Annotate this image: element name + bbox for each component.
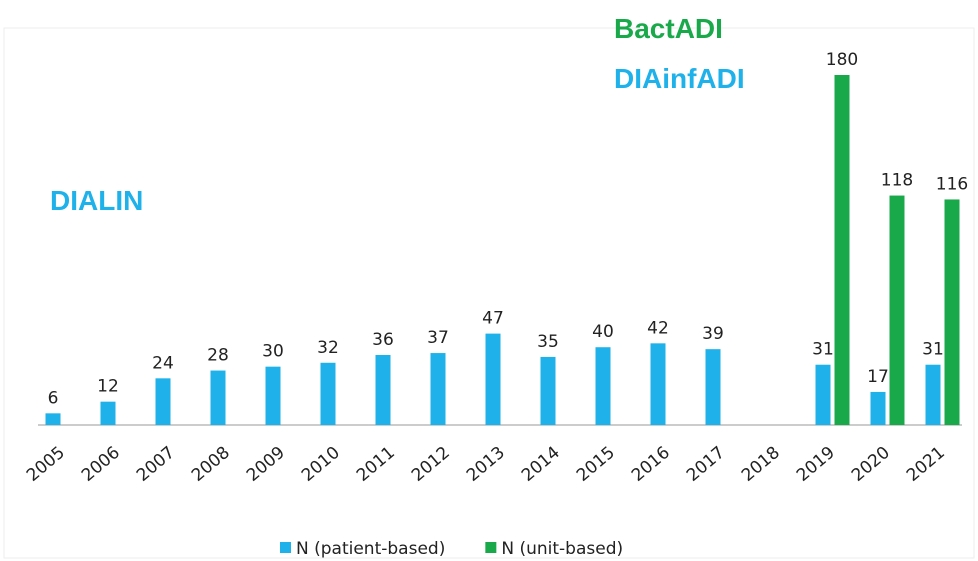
- bar: [265, 366, 281, 425]
- data-label: 37: [427, 328, 449, 348]
- data-label: 116: [936, 174, 968, 194]
- bar: [834, 75, 850, 425]
- legend-label: N (patient-based): [296, 539, 445, 559]
- bar: [210, 370, 226, 425]
- legend-swatch: [485, 542, 497, 553]
- data-label: 31: [922, 340, 944, 360]
- data-label: 36: [372, 330, 394, 350]
- bar: [889, 195, 905, 425]
- bar: [320, 362, 336, 425]
- data-label: 40: [592, 322, 614, 342]
- annotation: BactADI: [614, 13, 723, 44]
- data-label: 42: [647, 318, 669, 338]
- bar: [815, 364, 831, 425]
- data-label: 35: [537, 332, 559, 352]
- bar: [155, 378, 171, 425]
- data-label: 17: [867, 367, 889, 387]
- data-label: 24: [152, 353, 174, 373]
- data-label: 118: [881, 171, 913, 191]
- data-label: 6: [48, 388, 59, 408]
- annotation: DIALIN: [50, 185, 143, 216]
- data-label: 39: [702, 324, 724, 344]
- data-label: 12: [97, 377, 119, 397]
- data-label: 30: [262, 342, 284, 362]
- bar: [375, 355, 391, 425]
- bar: [430, 353, 446, 425]
- data-label: 31: [812, 340, 834, 360]
- bar: [485, 333, 501, 425]
- plot-frame: [3, 27, 975, 559]
- legend-swatch: [280, 542, 291, 553]
- bar: [944, 199, 960, 425]
- data-label: 32: [317, 338, 339, 358]
- bar: [925, 364, 941, 425]
- bar: [595, 347, 611, 425]
- bar: [650, 343, 666, 425]
- bar: [540, 356, 556, 425]
- bar: [705, 349, 721, 425]
- data-label: 47: [482, 309, 504, 329]
- legend-label: N (unit-based): [501, 539, 623, 559]
- data-label: 28: [207, 346, 229, 366]
- bar: [45, 413, 61, 425]
- bar: [100, 401, 116, 425]
- annotation: DIAinfADI: [614, 63, 745, 94]
- data-label: 180: [826, 50, 858, 70]
- bar: [870, 391, 886, 425]
